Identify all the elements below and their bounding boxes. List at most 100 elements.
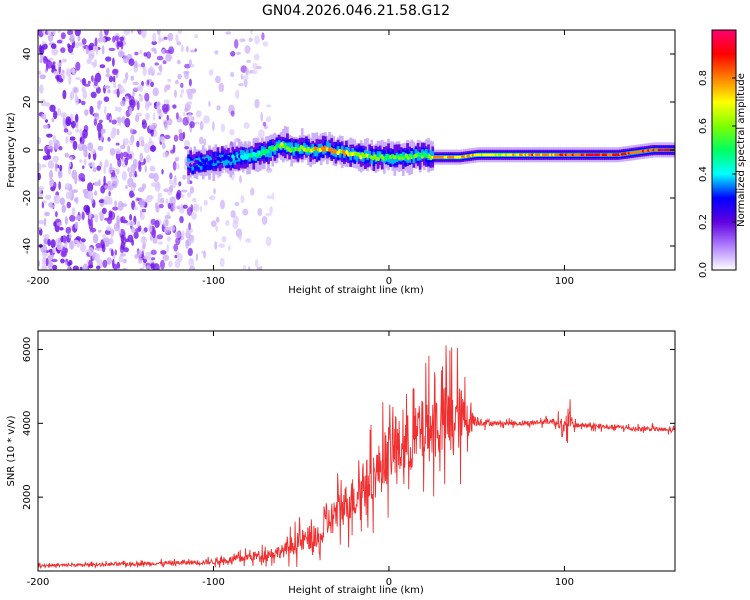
noise-blob [100, 128, 106, 134]
noise-blob [194, 48, 197, 52]
noise-blob [146, 265, 152, 270]
noise-blob [124, 117, 131, 128]
noise-blob [146, 51, 152, 59]
noise-blob [174, 89, 177, 98]
noise-blob [149, 145, 157, 152]
noise-blob [116, 128, 120, 136]
noise-blob [57, 107, 61, 116]
noise-blob [113, 127, 117, 136]
noise-blob [176, 59, 181, 65]
noise-blob [43, 124, 49, 129]
noise-blob [190, 49, 196, 53]
noise-blob [194, 34, 199, 39]
noise-blob [120, 145, 126, 150]
snr-y-axis: 2000 4000 6000 [22, 337, 675, 510]
noise-blob [227, 245, 231, 251]
x-tick-label: 0 [386, 276, 392, 287]
noise-blob [104, 217, 111, 221]
noise-blob [104, 159, 109, 168]
noise-blob [178, 132, 185, 142]
colorbar-gradient [711, 29, 737, 271]
noise-blob [203, 138, 207, 146]
noise-blob [157, 196, 161, 204]
noise-blob [188, 222, 192, 231]
noise-blob [128, 220, 135, 227]
noise-blob [60, 235, 64, 243]
noise-blob [170, 149, 175, 154]
noise-blob [115, 142, 120, 146]
noise-blob [167, 202, 172, 209]
noise-blob [243, 265, 246, 270]
noise-blob [164, 122, 169, 130]
noise-blob [88, 264, 94, 269]
noise-blob [91, 162, 96, 169]
noise-blob [45, 62, 49, 71]
ridge-segment [250, 148, 253, 159]
noise-blob [132, 182, 137, 188]
noise-blob [114, 35, 120, 41]
noise-blob [250, 187, 255, 196]
noise-blob [98, 119, 103, 124]
ridge-core [359, 155, 363, 160]
noise-blob [234, 201, 240, 207]
noise-blob [150, 249, 157, 255]
noise-blob [94, 59, 97, 65]
noise-blob [112, 90, 117, 94]
noise-blob [77, 42, 83, 47]
ridge-segment [389, 155, 392, 164]
noise-blob [166, 212, 171, 215]
noise-blob [145, 112, 151, 121]
noise-blob [138, 97, 142, 102]
noise-blob [116, 116, 122, 123]
noise-blob [219, 257, 225, 267]
y-tick-label: 4000 [22, 411, 33, 436]
noise-blob [73, 87, 78, 93]
ridge-segment [288, 142, 291, 152]
noise-blob [106, 112, 111, 121]
ridge-segment [233, 156, 237, 165]
noise-blob [140, 230, 146, 235]
noise-blob [120, 241, 126, 250]
noise-blob [39, 59, 43, 63]
noise-blob [93, 118, 98, 127]
noise-blob [123, 30, 131, 36]
noise-blob [136, 140, 140, 148]
noise-blob [150, 81, 155, 88]
noise-blob [169, 179, 172, 185]
noise-blob [108, 75, 114, 83]
noise-blob [157, 108, 162, 117]
noise-blob [82, 165, 85, 169]
noise-blob [69, 136, 76, 141]
noise-blob [214, 50, 219, 55]
noise-blob [164, 134, 171, 140]
noise-blob [65, 136, 69, 144]
noise-blob [68, 233, 72, 239]
noise-blob [107, 136, 111, 142]
noise-blob [43, 233, 50, 239]
ridge-segment [338, 150, 342, 158]
noise-blob [69, 156, 73, 161]
noise-blob [117, 41, 124, 47]
noise-blob [67, 30, 74, 36]
noise-blob [60, 112, 67, 118]
noise-blob [166, 114, 169, 121]
noise-blob [162, 254, 170, 262]
noise-blob [57, 62, 62, 68]
noise-blob [190, 204, 194, 213]
noise-blob [112, 206, 119, 211]
noise-blob [130, 193, 135, 197]
noise-blob [140, 140, 145, 147]
noise-blob [175, 79, 179, 85]
noise-blob [114, 249, 118, 256]
noise-blob [87, 80, 91, 84]
noise-blob [51, 117, 55, 123]
noise-blob [58, 65, 61, 75]
ridge-segment [263, 147, 266, 155]
noise-blob [107, 89, 111, 94]
noise-blob [151, 257, 156, 261]
ridge-segment [252, 152, 256, 161]
noise-blob [215, 216, 220, 223]
noise-blob [172, 104, 177, 109]
noise-blob [99, 30, 103, 40]
ridge-segment [239, 153, 243, 165]
